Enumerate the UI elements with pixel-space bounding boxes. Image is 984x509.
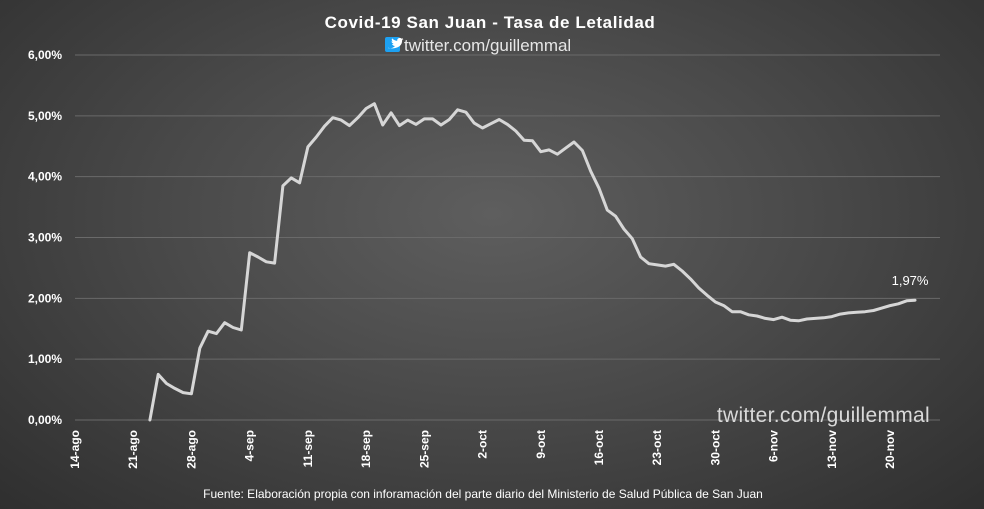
- y-tick-label: 3,00%: [28, 231, 62, 245]
- watermark-text: twitter.com/guillemmal: [717, 404, 930, 427]
- x-tick-label: 25-sep: [417, 430, 431, 468]
- x-tick-label: 28-ago: [184, 430, 198, 469]
- y-tick-label: 2,00%: [28, 291, 62, 305]
- source-note: Fuente: Elaboración propia con inforamac…: [203, 487, 763, 501]
- x-tick-label: 23-oct: [650, 430, 664, 465]
- x-tick-label: 6-nov: [767, 430, 781, 462]
- twitter-bird-shape: [388, 37, 404, 49]
- last-value-label: 1,97%: [892, 273, 929, 288]
- series-line: [148, 102, 917, 422]
- x-tick-label: 4-sep: [243, 430, 257, 461]
- x-tick-label: 20-nov: [883, 430, 897, 469]
- y-tick-label: 6,00%: [28, 48, 62, 62]
- chart-title: Covid-19 San Juan - Tasa de Letalidad: [325, 13, 656, 32]
- x-tick-label: 21-ago: [126, 430, 140, 469]
- y-tick-label: 1,00%: [28, 352, 62, 366]
- x-tick-label: 30-oct: [708, 430, 722, 465]
- y-tick-label: 5,00%: [28, 109, 62, 123]
- x-tick-label: 13-nov: [825, 430, 839, 469]
- chart-subtitle: twitter.com/guillemmal: [404, 36, 571, 55]
- x-tick-label: 16-oct: [592, 430, 606, 465]
- x-tick-label: 14-ago: [68, 430, 82, 469]
- x-tick-label: 18-sep: [359, 430, 373, 468]
- x-tick-label: 9-oct: [534, 430, 548, 459]
- y-tick-label: 4,00%: [28, 170, 62, 184]
- x-tick-label: 11-sep: [301, 430, 315, 467]
- y-tick-label: 0,00%: [28, 413, 62, 427]
- x-tick-label: 2-oct: [476, 430, 490, 459]
